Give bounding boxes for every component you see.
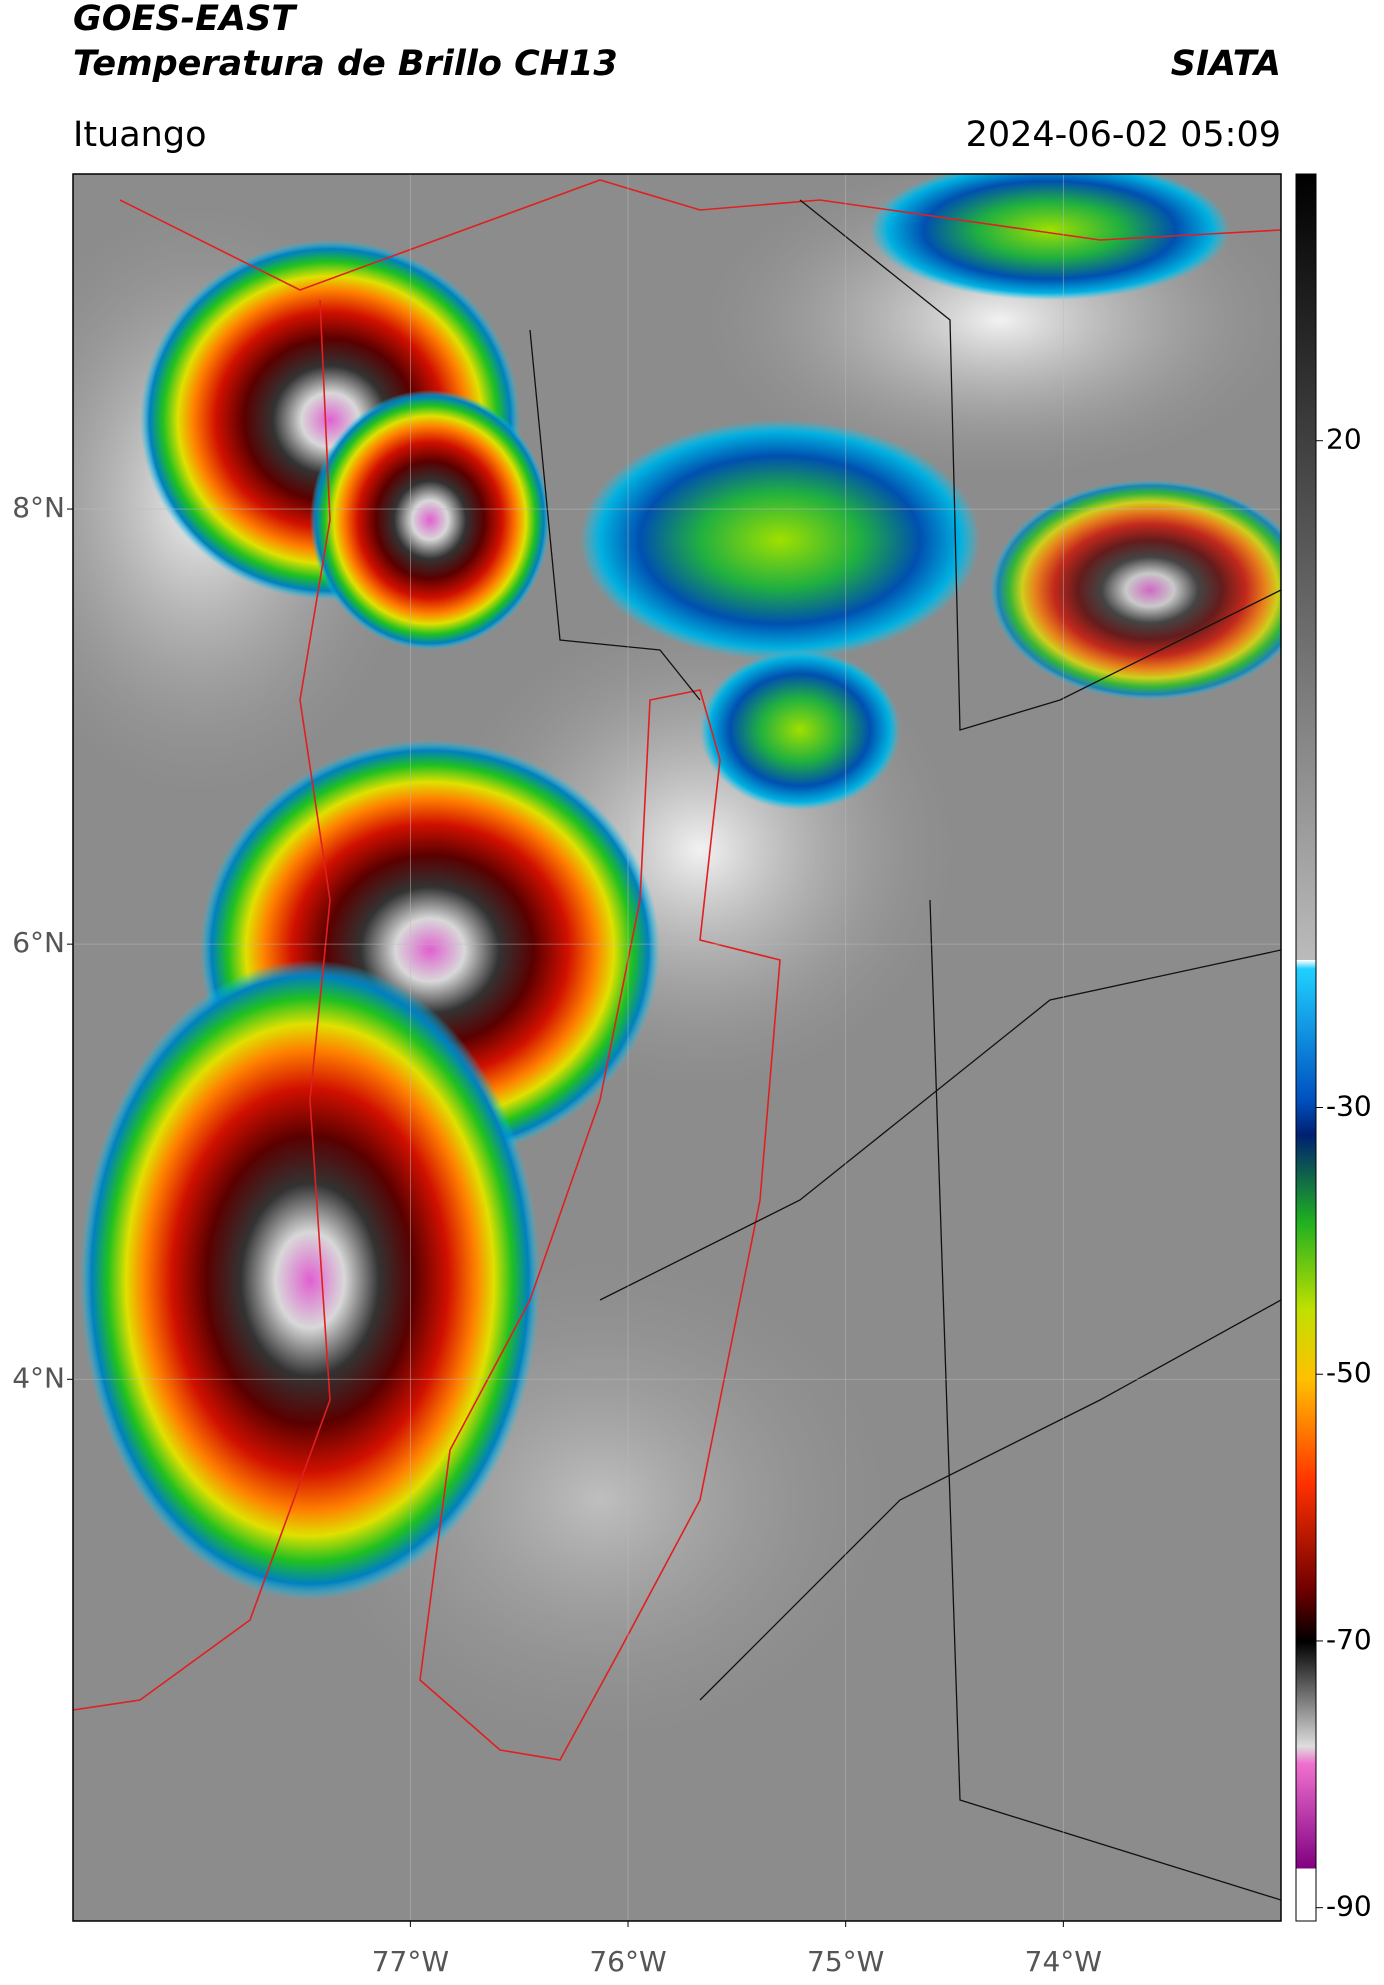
subtitle: Temperatura de Brillo CH13 [73, 44, 618, 84]
colorbar-tick-label: -50 [1326, 1356, 1372, 1389]
colorbar-tick-label: 20 [1326, 423, 1362, 456]
lon-tick-label: 76°W [589, 1945, 666, 1978]
colorbar-tick-label: -70 [1326, 1623, 1372, 1656]
colorbar [1295, 173, 1317, 1922]
satellite-image [73, 174, 1281, 1921]
lat-tick-label: 8°N [12, 491, 65, 524]
source: SIATA [1171, 44, 1281, 84]
datetime: 2024-06-02 05:09 [966, 115, 1281, 155]
lon-tick-label: 74°W [1025, 1945, 1102, 1978]
lon-tick-label: 75°W [807, 1945, 884, 1978]
lon-tick-label: 77°W [372, 1945, 449, 1978]
colorbar-tick-label: -30 [1326, 1090, 1372, 1123]
lat-tick-label: 6°N [12, 926, 65, 959]
lat-tick-label: 4°N [12, 1361, 65, 1394]
map-frame [72, 173, 1282, 1922]
graticule [73, 174, 1281, 1921]
location: Ituango [73, 115, 207, 155]
colorbar-tick-label: -90 [1326, 1890, 1372, 1923]
title: GOES-EAST [73, 0, 298, 39]
